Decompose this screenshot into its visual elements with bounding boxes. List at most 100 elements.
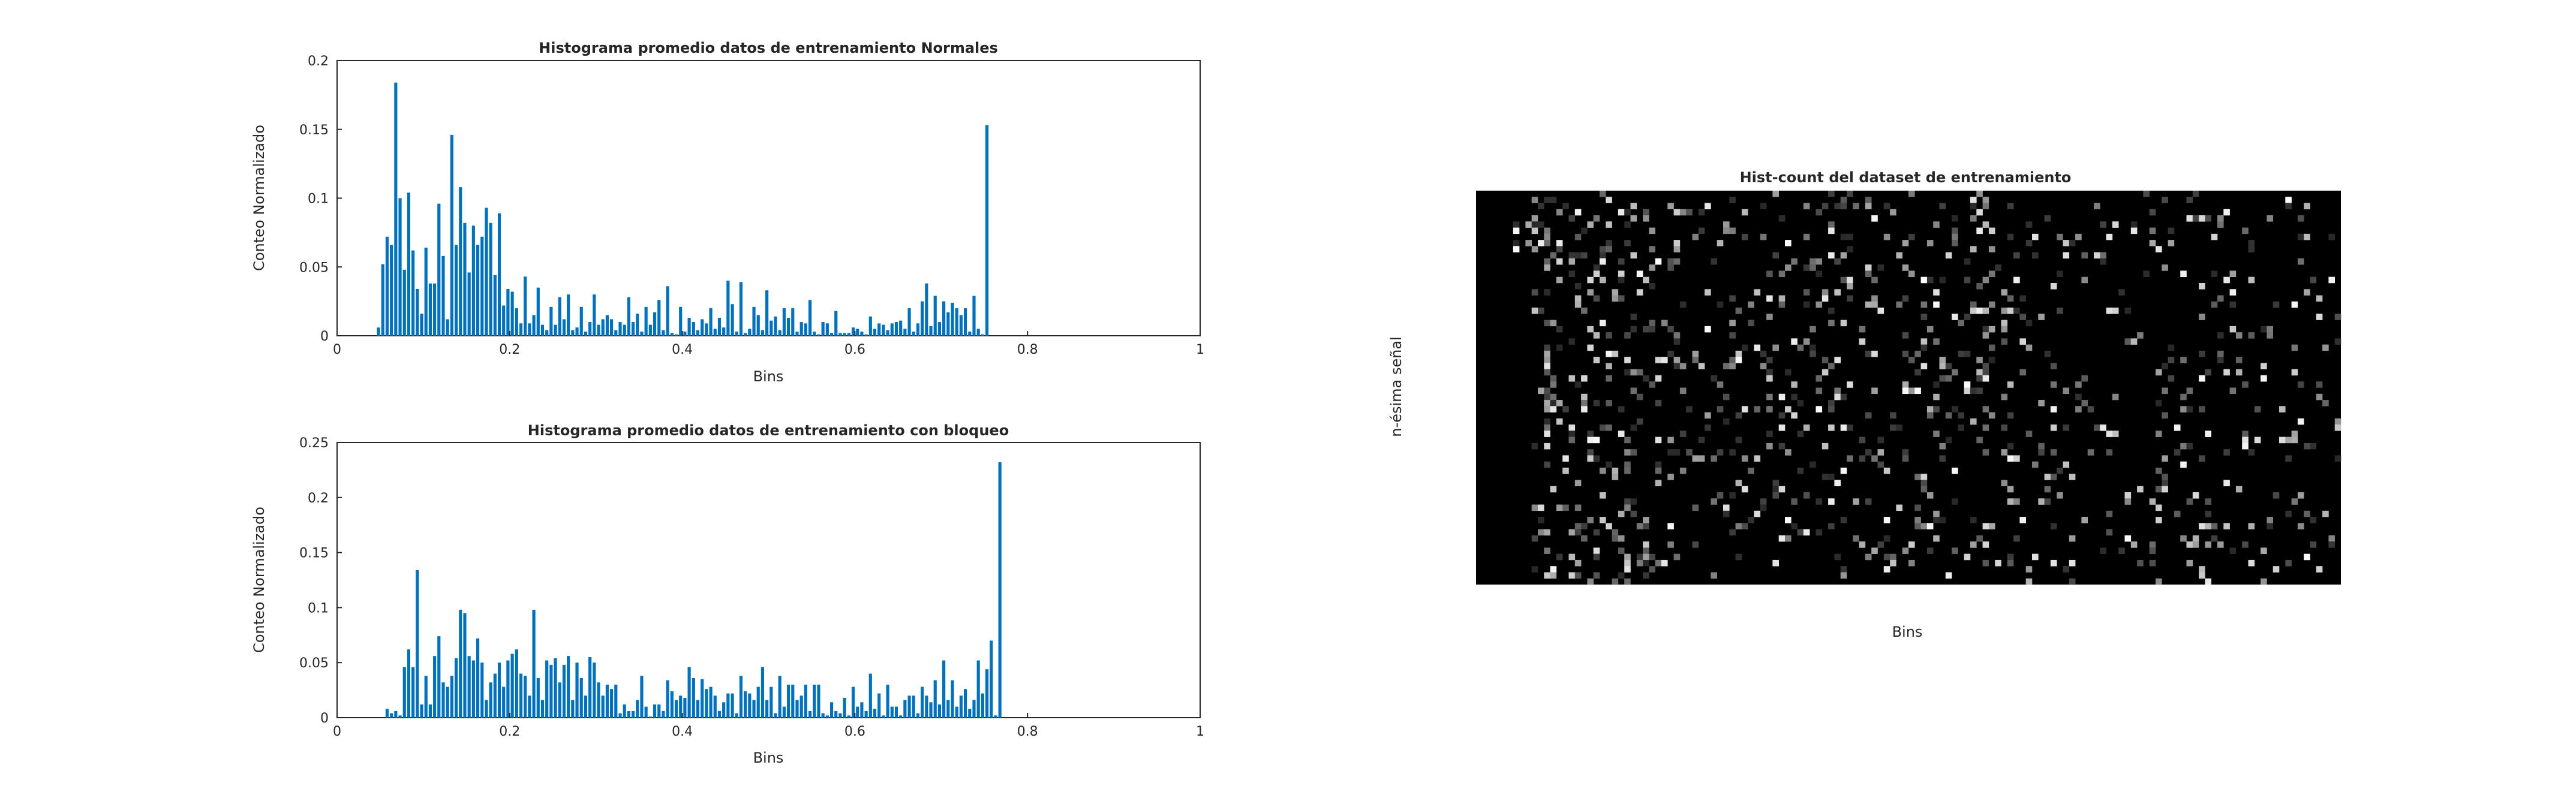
chart1-x-ticks: 0 0.2 0.4 0.6 0.8 1 bbox=[333, 331, 1204, 357]
bar bbox=[976, 660, 980, 718]
heatmap-cell bbox=[2038, 442, 2045, 450]
bar bbox=[821, 322, 825, 336]
heatmap-cell bbox=[2162, 412, 2168, 419]
heatmap-cell bbox=[2044, 474, 2051, 480]
heatmap-cell bbox=[1593, 270, 1600, 278]
heatmap-cell bbox=[2229, 326, 2237, 333]
heatmap-cell bbox=[2248, 276, 2255, 284]
x-tick-label: 0.8 bbox=[1017, 724, 1038, 739]
bar bbox=[532, 315, 536, 336]
heatmap-cell bbox=[1649, 566, 1655, 573]
heatmap-cell bbox=[2118, 289, 2125, 296]
heatmap-cell bbox=[2124, 498, 2132, 505]
bar bbox=[476, 245, 480, 336]
chart2-x-ticks: 0 0.2 0.4 0.6 0.8 1 bbox=[333, 713, 1204, 739]
bar bbox=[441, 255, 445, 336]
bar bbox=[942, 301, 946, 336]
bar bbox=[437, 636, 441, 718]
heatmap-cell bbox=[1568, 436, 1576, 444]
heatmap-cell bbox=[1890, 209, 1896, 216]
bar bbox=[907, 308, 911, 336]
bar bbox=[636, 700, 639, 718]
heatmap-cell bbox=[2217, 350, 2224, 357]
heatmap-cell bbox=[2174, 424, 2181, 431]
heatmap-cell bbox=[1550, 375, 1557, 382]
heatmap-cell bbox=[1809, 344, 1816, 351]
bar bbox=[614, 684, 618, 718]
heatmap-cell bbox=[1649, 264, 1655, 271]
bar bbox=[597, 682, 600, 718]
bar bbox=[976, 329, 980, 336]
heatmap-cell bbox=[1970, 203, 1977, 210]
heatmap-cell bbox=[1741, 523, 1748, 529]
heatmap-cell bbox=[1624, 209, 1631, 216]
heatmap-cell bbox=[1766, 442, 1773, 450]
heatmap-cell bbox=[1760, 498, 1767, 505]
heatmap-cell bbox=[2001, 393, 2008, 401]
heatmap-cell bbox=[1556, 400, 1563, 406]
heatmap-cell bbox=[1778, 412, 1786, 419]
heatmap-cell bbox=[1636, 369, 1643, 376]
y-tick-label: 0.05 bbox=[299, 656, 329, 671]
heatmap-cell bbox=[1568, 252, 1576, 259]
heatmap-cell bbox=[1847, 282, 1853, 290]
heatmap-cell bbox=[1587, 289, 1594, 296]
heatmap-cell bbox=[1815, 375, 1823, 382]
heatmap-cell bbox=[1741, 233, 1748, 240]
heatmap-cell bbox=[2322, 400, 2329, 406]
heatmap-cell bbox=[1550, 252, 1557, 259]
heatmap-cell bbox=[1952, 498, 1958, 505]
bar bbox=[701, 319, 704, 336]
heatmap-cell bbox=[1883, 535, 1890, 542]
heatmap-cell bbox=[1926, 412, 1934, 419]
heatmap-cell bbox=[1606, 461, 1612, 468]
heatmap-cell bbox=[1958, 424, 1964, 431]
heatmap-cell bbox=[1711, 572, 1717, 579]
heatmap-cell bbox=[1686, 449, 1693, 456]
heatmap-cell bbox=[1624, 221, 1631, 228]
bar bbox=[929, 702, 933, 718]
bar bbox=[510, 654, 514, 718]
bar bbox=[998, 462, 1002, 718]
heatmap-cell bbox=[2063, 461, 2070, 468]
heatmap-cell bbox=[1840, 517, 1847, 523]
heatmap-cell bbox=[1574, 480, 1582, 487]
heatmap-cell bbox=[2137, 486, 2144, 493]
heatmap-cell bbox=[1630, 369, 1637, 376]
heatmap-cell bbox=[1778, 215, 1786, 222]
heatmap-cell bbox=[1785, 240, 1792, 246]
heatmap-cell bbox=[1964, 387, 1971, 395]
bar bbox=[813, 684, 816, 718]
heatmap-cell bbox=[1766, 357, 1773, 363]
heatmap-cell bbox=[2304, 203, 2310, 210]
heatmap-cell bbox=[2254, 406, 2261, 412]
heatmap-cell bbox=[1778, 424, 1786, 431]
heatmap-cell bbox=[1908, 270, 1915, 278]
heatmap-cell bbox=[2242, 541, 2249, 548]
heatmap-cell bbox=[2007, 498, 2014, 505]
heatmap-cell bbox=[1587, 517, 1594, 523]
heatmap-cell bbox=[1673, 363, 1681, 370]
heatmap-cell bbox=[2156, 400, 2162, 406]
heatmap-cell bbox=[1568, 529, 1576, 536]
heatmap-cell bbox=[1828, 400, 1835, 406]
heatmap-cell bbox=[1531, 566, 1538, 573]
heatmap-cell bbox=[1976, 308, 1983, 314]
chart3-x-label: Bins bbox=[1892, 624, 1923, 640]
bar bbox=[584, 695, 588, 718]
heatmap-cell bbox=[2235, 369, 2243, 376]
bar bbox=[493, 275, 497, 336]
heatmap-cell bbox=[1574, 301, 1582, 308]
bar bbox=[808, 710, 812, 718]
heatmap-cell bbox=[1834, 289, 1841, 296]
bar bbox=[471, 225, 475, 336]
heatmap-cell bbox=[1933, 221, 1940, 228]
heatmap-cell bbox=[1531, 442, 1538, 450]
bar bbox=[981, 693, 984, 718]
heatmap-cell bbox=[1890, 553, 1896, 561]
heatmap-cell bbox=[2013, 276, 2020, 284]
heatmap-cell bbox=[1544, 369, 1550, 376]
bar bbox=[450, 134, 453, 336]
heatmap-cell bbox=[2285, 203, 2292, 210]
heatmap-cell bbox=[1600, 258, 1606, 265]
